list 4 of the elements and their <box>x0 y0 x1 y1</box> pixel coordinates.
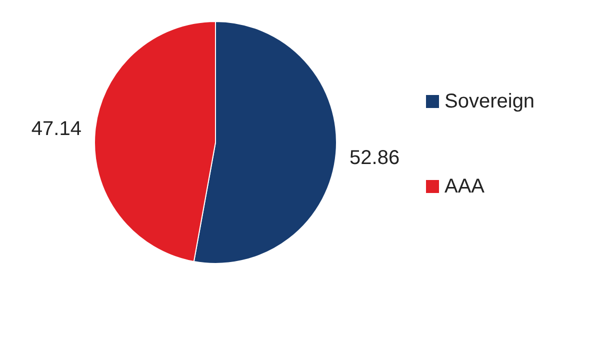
legend-label: Sovereign <box>444 90 535 112</box>
legend-label: AAA <box>444 176 486 198</box>
data-label: 47.14 <box>31 118 82 140</box>
data-label: 52.86 <box>350 146 400 169</box>
